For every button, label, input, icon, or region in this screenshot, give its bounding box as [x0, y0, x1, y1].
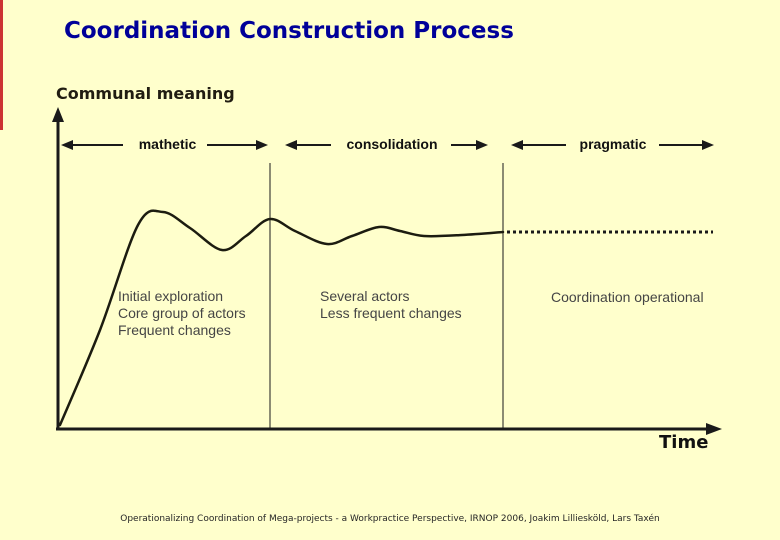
annotation-line: Less frequent changes	[320, 305, 462, 321]
phase-annotation-pragmatic: Coordination operational	[551, 289, 704, 306]
annotation-line: Initial exploration	[118, 288, 224, 304]
x-axis-label: Time	[659, 432, 709, 453]
phase-annotation-consolidation: Several actors Less frequent changes	[320, 288, 462, 322]
mathetic-right-arrowhead	[256, 140, 268, 150]
phase-label-consolidation: consolidation	[346, 136, 438, 152]
phase-label-pragmatic: pragmatic	[579, 136, 647, 152]
mathetic-left-arrowhead	[61, 140, 73, 150]
phase-label-mathetic: mathetic	[138, 136, 197, 152]
annotation-line: Coordination operational	[551, 289, 704, 305]
footer-citation: Operationalizing Coordination of Mega-pr…	[120, 514, 660, 524]
annotation-line: Core group of actors	[118, 305, 246, 321]
pragmatic-right-arrowhead	[702, 140, 714, 150]
annotation-line: Several actors	[320, 288, 410, 304]
x-axis-arrowhead	[706, 423, 722, 435]
slide-title: Coordination Construction Process	[64, 18, 514, 44]
consolidation-right-arrowhead	[476, 140, 488, 150]
y-axis-label: Communal meaning	[56, 84, 235, 103]
meaning-curve	[58, 209, 505, 427]
pragmatic-left-arrowhead	[511, 140, 523, 150]
y-axis-arrowhead	[52, 107, 64, 122]
phase-annotation-mathetic: Initial exploration Core group of actors…	[118, 288, 246, 339]
consolidation-left-arrowhead	[285, 140, 297, 150]
annotation-line: Frequent changes	[118, 322, 231, 338]
left-accent-strip	[0, 0, 3, 130]
